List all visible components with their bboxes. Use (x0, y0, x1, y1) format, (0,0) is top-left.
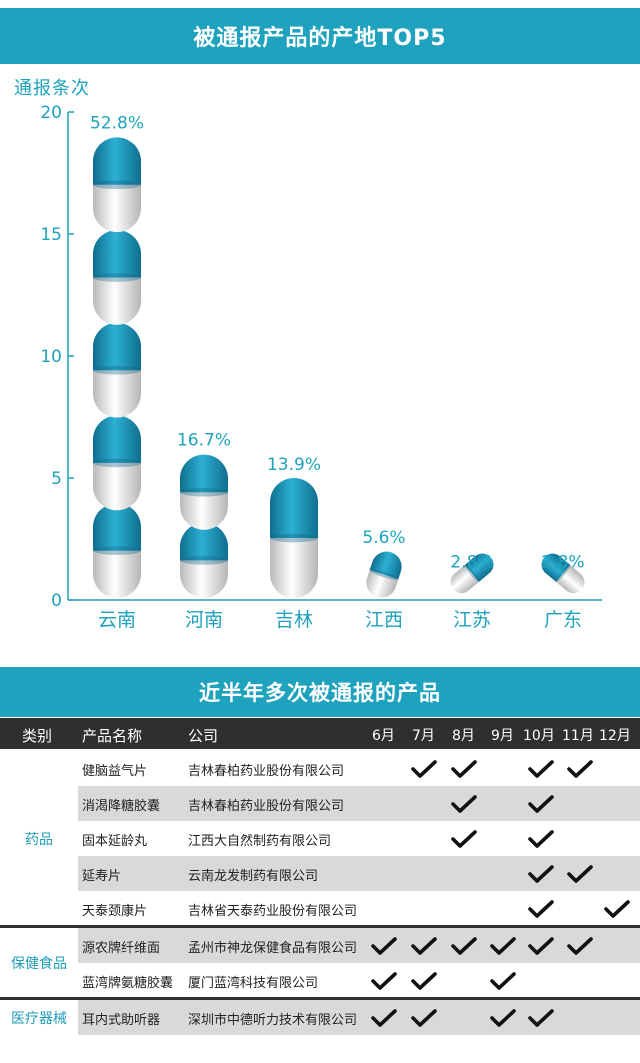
check-icon (528, 1009, 554, 1027)
bar-吉林 (270, 478, 318, 598)
header-month: 9月 (491, 728, 514, 744)
table-row: 源农牌纤维面 孟州市神龙保健食品有限公司 (78, 928, 640, 963)
header-month: 6月 (372, 728, 395, 744)
check-icon (528, 900, 554, 918)
bar-江苏 (450, 553, 494, 594)
group-separator (0, 925, 640, 928)
table-row: 天泰颈康片 吉林省天泰药业股份有限公司 (78, 891, 640, 926)
x-tick-label: 江苏 (453, 609, 491, 631)
header-product: 产品名称 (82, 727, 143, 745)
group-separator (0, 997, 640, 1000)
check-icon (528, 865, 554, 883)
y-axis-label: 通报条次 (14, 78, 90, 99)
check-icon (490, 937, 516, 955)
bar-广东 (541, 553, 585, 594)
table-row: 延寿片 云南龙发制药有限公司 (78, 856, 640, 891)
table-row: 消渴降糖胶囊 吉林春柏药业股份有限公司 (78, 786, 640, 821)
check-icon (451, 937, 477, 955)
table-title: 近半年多次被通报的产品 (199, 681, 441, 705)
header-month: 12月 (599, 728, 631, 744)
x-tick-label: 广东 (544, 609, 582, 631)
check-icon (567, 760, 593, 778)
category-label: 医疗器械 (11, 1010, 67, 1027)
table-row: 健脑益气片 吉林春柏药业股份有限公司 (78, 751, 640, 786)
table-row: 固本延龄丸 江西大自然制药有限公司 (78, 821, 640, 856)
check-icon (490, 1009, 516, 1027)
bar-河南 (180, 454, 228, 598)
y-tick-label: 0 (51, 591, 62, 611)
check-icon (451, 795, 477, 813)
check-icon (411, 937, 437, 955)
data-label: 16.7% (177, 431, 231, 451)
check-icon (411, 1009, 437, 1027)
check-icon (411, 760, 437, 778)
product-name: 耳内式助听器 (82, 1013, 161, 1028)
table-row: 蓝湾牌氨糖胶囊 厦门蓝湾科技有限公司 (78, 963, 640, 998)
check-icon (371, 1009, 397, 1027)
company-name: 厦门蓝湾科技有限公司 (188, 976, 319, 991)
capsule-bar-chart: 0 5 10 15 20 52.8% 云南 16.7% 河南 13.9% 吉林 5.6% 江西 2.8% 江… (40, 103, 602, 631)
check-icon (451, 760, 477, 778)
check-icon (490, 972, 516, 990)
x-tick-label: 江西 (365, 609, 403, 631)
table-title-banner: 近半年多次被通报的产品 (0, 667, 640, 717)
company-name: 吉林春柏药业股份有限公司 (188, 764, 345, 779)
bar-云南 (93, 137, 141, 598)
y-tick-label: 15 (40, 225, 62, 245)
check-icon (528, 795, 554, 813)
y-tick-label: 10 (40, 347, 62, 367)
x-tick-label: 吉林 (275, 609, 313, 631)
check-icon (528, 937, 554, 955)
company-name: 吉林春柏药业股份有限公司 (188, 799, 345, 814)
chart-title-banner: 被通报产品的产地TOP5 (0, 8, 640, 64)
x-tick-label: 云南 (98, 609, 136, 631)
table-header: 类别 产品名称 公司 6月 7月 8月 9月 10月 11月 12月 (0, 718, 640, 749)
product-name: 延寿片 (82, 869, 122, 884)
company-name: 江西大自然制药有限公司 (188, 834, 332, 849)
product-name: 健脑益气片 (82, 764, 148, 779)
header-month: 11月 (562, 728, 594, 744)
x-tick-label: 河南 (185, 609, 223, 631)
table-row: 耳内式助听器 深圳市中德听力技术有限公司 (78, 1000, 640, 1035)
header-month: 7月 (412, 728, 435, 744)
check-icon (604, 900, 630, 918)
product-name: 固本延龄丸 (82, 834, 148, 849)
bar-江西 (366, 551, 402, 598)
company-name: 孟州市神龙保健食品有限公司 (188, 941, 358, 956)
data-label: 2.8% (541, 553, 584, 573)
check-icon (567, 937, 593, 955)
category-label: 药品 (25, 831, 53, 848)
header-company: 公司 (188, 727, 219, 745)
category-label: 保健食品 (11, 956, 67, 972)
header-category: 类别 (22, 727, 53, 745)
check-icon (567, 865, 593, 883)
data-label: 13.9% (267, 455, 321, 475)
company-name: 深圳市中德听力技术有限公司 (188, 1013, 358, 1028)
header-month: 10月 (523, 728, 555, 744)
product-name: 消渴降糖胶囊 (82, 799, 161, 814)
y-tick-label: 5 (51, 469, 62, 489)
data-label: 5.6% (362, 528, 405, 548)
chart-title: 被通报产品的产地TOP5 (193, 26, 447, 51)
product-name: 天泰颈康片 (82, 904, 148, 919)
company-name: 云南龙发制药有限公司 (188, 869, 319, 884)
check-icon (371, 972, 397, 990)
header-month: 8月 (452, 728, 475, 744)
data-label: 52.8% (90, 113, 144, 133)
product-name: 蓝湾牌氨糖胶囊 (82, 976, 174, 991)
product-name: 源农牌纤维面 (82, 941, 161, 956)
check-icon (411, 972, 437, 990)
check-icon (451, 830, 477, 848)
company-name: 吉林省天泰药业股份有限公司 (188, 904, 358, 919)
y-tick-label: 20 (40, 103, 62, 123)
check-icon (371, 937, 397, 955)
check-icon (528, 760, 554, 778)
data-label: 2.8% (450, 553, 493, 573)
check-icon (528, 830, 554, 848)
